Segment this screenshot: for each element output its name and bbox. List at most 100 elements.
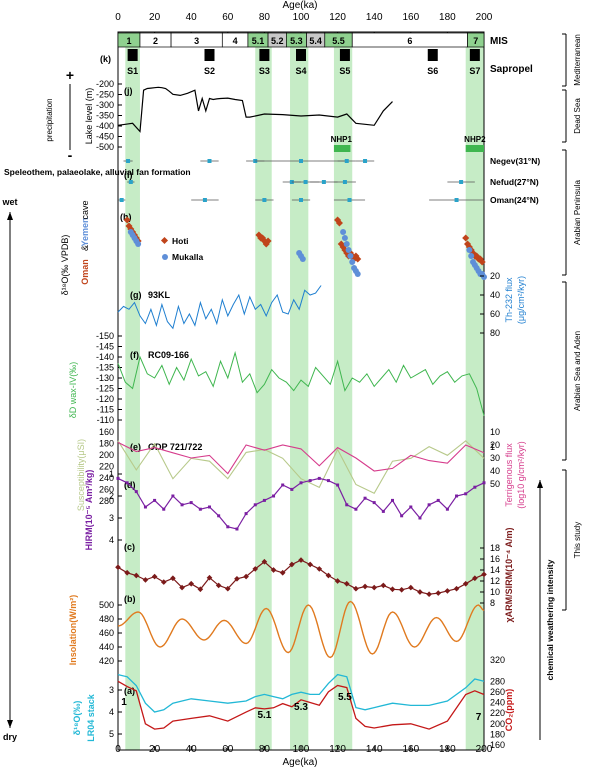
nhp1-label: NHP1 [331, 135, 353, 144]
x-tick-top-10: 200 [476, 12, 493, 23]
sapropel-label-2: S3 [259, 66, 270, 76]
mukalla-point-10 [343, 241, 350, 247]
panel-c-tick-1: 10 [490, 587, 500, 597]
xarm-sirm-point-10 [206, 574, 213, 581]
hirm-point-31 [400, 514, 404, 518]
panel-b-tick-4: 500 [99, 600, 114, 610]
xarm-sirm-point-23 [325, 572, 332, 579]
panel-e-ylabel-left: Susceptibility(μSI) [76, 439, 86, 511]
panel-g-ylabel-a: Th-232 flux [504, 277, 514, 323]
panel-i-point-1-3 [321, 180, 326, 184]
lr04-line [117, 673, 485, 713]
panel-h-ylabel-e: cave [80, 200, 90, 219]
xarm-sirm-point-32 [407, 584, 414, 591]
panel-e-tick-right-2: 30 [490, 453, 500, 463]
hirm-point-18 [281, 483, 285, 487]
xarm-sirm-point-33 [417, 589, 423, 595]
panel-g-tick-0: 20 [490, 271, 500, 281]
mukalla-point-4 [135, 241, 142, 247]
xarm-sirm-point-9 [197, 586, 204, 593]
x-tick-top-8: 160 [402, 12, 419, 23]
sapropel-label-5: S6 [427, 66, 438, 76]
panel-i-point-0-4 [344, 159, 349, 163]
mukalla-point-18 [468, 253, 475, 259]
panel-b-ylabel: Insolation(W/m²) [68, 595, 78, 666]
panel-e-ylabel-right-a: Terrigenous flux [504, 443, 514, 507]
panel-f-tick-6: -120 [96, 394, 114, 404]
panel-a-stage-label-0: 1 [121, 697, 127, 708]
hirm-point-14 [244, 512, 248, 516]
xarm-sirm-point-7 [179, 584, 185, 591]
mis-label: MIS [490, 36, 508, 47]
x-tick-top-3: 60 [222, 12, 234, 23]
panel-i-point-0-0 [126, 159, 131, 163]
panel-i-point-2-0 [119, 198, 124, 202]
hirm-point-13 [235, 527, 239, 531]
panel-j-tick-1: -250 [96, 90, 114, 100]
sapropel-label-1: S2 [204, 66, 215, 76]
hirm-point-11 [217, 514, 221, 518]
precipitation-minus: - [68, 147, 73, 163]
lake-level-line [117, 86, 393, 133]
panel-g-letter: (g) [130, 290, 142, 300]
hirm-point-25 [345, 503, 349, 507]
panel-c-tick-4: 16 [490, 554, 500, 564]
panel-i-point-1-4 [342, 180, 347, 184]
mis-stage-label-10: 7 [473, 36, 478, 46]
panel-b-tick-1: 440 [99, 642, 114, 652]
panel-b-tick-0: 420 [99, 656, 114, 666]
panel-j-tick-4: -400 [96, 121, 114, 131]
panel-h-ylabel-a: δ¹⁸O(‰ VPDB) [60, 235, 70, 296]
xarm-sirm-point-30 [389, 586, 396, 593]
panel-d-tick-3: 4 [109, 535, 114, 545]
panel-d-tick-2: 3 [109, 513, 114, 523]
panel-g-tick-2: 60 [490, 309, 500, 319]
panel-f-tick-1: -145 [96, 342, 114, 352]
panel-g-name: 93KL [148, 290, 171, 300]
warm-band-0 [125, 32, 140, 750]
panel-i-point-2-1 [202, 198, 207, 202]
sapropel-label-3: S4 [295, 66, 306, 76]
panel-d-tick-0: 1 [109, 469, 114, 479]
hirm-point-22 [317, 476, 321, 480]
mis-stage-label-4: 5.1 [252, 36, 265, 46]
xarm-sirm-point-3 [142, 577, 149, 583]
panel-e-tick-right-1: 20 [490, 440, 500, 450]
sapropel-label-6: S7 [469, 66, 480, 76]
hirm-point-6 [171, 494, 175, 498]
hirm-point-16 [262, 498, 266, 502]
xarm-sirm-point-0 [115, 564, 121, 571]
panel-e-tick-left-3: 220 [99, 462, 114, 472]
mukalla-point-12 [347, 253, 354, 259]
sapropel-label-0: S1 [127, 66, 138, 76]
hoti-point-24 [354, 255, 362, 263]
hoti-point-25 [462, 234, 470, 242]
xarm-sirm-point-38 [462, 580, 469, 587]
xarm-sirm-point-18 [279, 569, 286, 576]
mukalla-point-13 [349, 259, 356, 265]
panel-b-tick-2: 460 [99, 628, 114, 638]
legend-hoti: Hoti [172, 236, 189, 246]
panel-i-point-2-2 [262, 198, 267, 202]
x-tick-top-0: 0 [115, 12, 121, 23]
hirm-point-12 [226, 525, 230, 529]
co2-line [117, 680, 485, 730]
mis-stage-label-3: 4 [233, 36, 238, 46]
hirm-point-2 [134, 490, 138, 494]
xarm-sirm-point-5 [160, 579, 167, 585]
panel-j-tick-0: -200 [96, 79, 114, 89]
region-label-1: Dead Sea [573, 98, 582, 134]
hirm-point-37 [455, 494, 459, 498]
xarm-sirm-point-4 [151, 573, 158, 580]
warm-band-1 [255, 32, 272, 750]
x-tick-top-5: 100 [293, 12, 310, 23]
panel-a-tick-left-2: 5 [109, 729, 114, 739]
xarm-sirm-point-16 [261, 558, 268, 565]
hirm-point-21 [308, 479, 312, 483]
panel-i-row-1: Nefud(27°N) [490, 177, 539, 187]
panel-b-tick-3: 480 [99, 614, 114, 624]
region-label-4: This study [573, 522, 582, 558]
sapropel-bar-6 [469, 49, 480, 61]
panel-j-tick-3: -350 [96, 111, 114, 121]
region-label-3: Arabian Sea and Aden [573, 331, 582, 411]
